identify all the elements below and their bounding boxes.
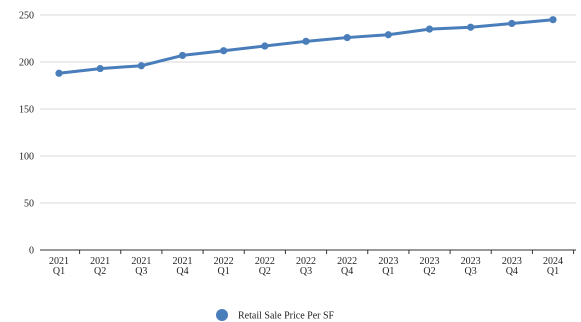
data-point [261,42,269,50]
y-tick-labels: 0 50 100 150 200 250 [19,11,34,257]
y-tick-label: 200 [19,58,34,69]
legend: Retail Sale Price Per SF [216,309,335,322]
x-tick-label: 2023 Q1 [378,256,398,277]
data-point [343,33,351,42]
y-tick-label: 100 [19,152,34,163]
series-lines [57,18,555,75]
x-tick-label: 2022 Q4 [337,256,357,277]
y-tick-label: 150 [19,105,34,116]
x-tick-label: 2023 Q3 [461,256,481,277]
data-point [178,51,187,60]
data-point [137,62,145,70]
x-tick-label: 2021 Q2 [90,256,110,277]
x-tick-label: 2023 Q2 [420,256,440,277]
y-tick-label: 0 [29,246,34,257]
x-tick-label: 2024 Q1 [543,256,563,277]
data-point [302,37,310,45]
x-tick-label: 2021 Q3 [131,256,151,277]
legend-marker [216,309,228,321]
data-point [549,16,557,24]
x-tick-labels: 2021 Q1 2021 Q2 2021 Q3 2021 Q4 2022 Q1 2022 Q2 2022… [49,256,563,277]
data-point [467,23,475,31]
x-tick-label: 2022 Q1 [214,256,234,277]
data-point [508,19,516,28]
y-tick-label: 250 [19,11,34,22]
data-point [96,64,104,73]
series-line [57,18,555,75]
legend-label: Retail Sale Price Per SF [238,311,335,322]
gridlines [40,14,576,204]
x-tick-label: 2023 Q4 [502,256,522,277]
data-points [55,16,557,77]
axes [40,249,576,254]
x-tick-label: 2021 Q1 [49,256,69,277]
data-point [220,47,228,55]
data-point [384,31,392,39]
y-tick-label: 50 [24,199,34,210]
data-point [55,69,63,77]
x-tick-label: 2022 Q2 [255,256,275,277]
x-tick-label: 2022 Q3 [296,256,316,277]
data-point [425,25,434,33]
x-tick-label: 2021 Q4 [173,256,193,277]
